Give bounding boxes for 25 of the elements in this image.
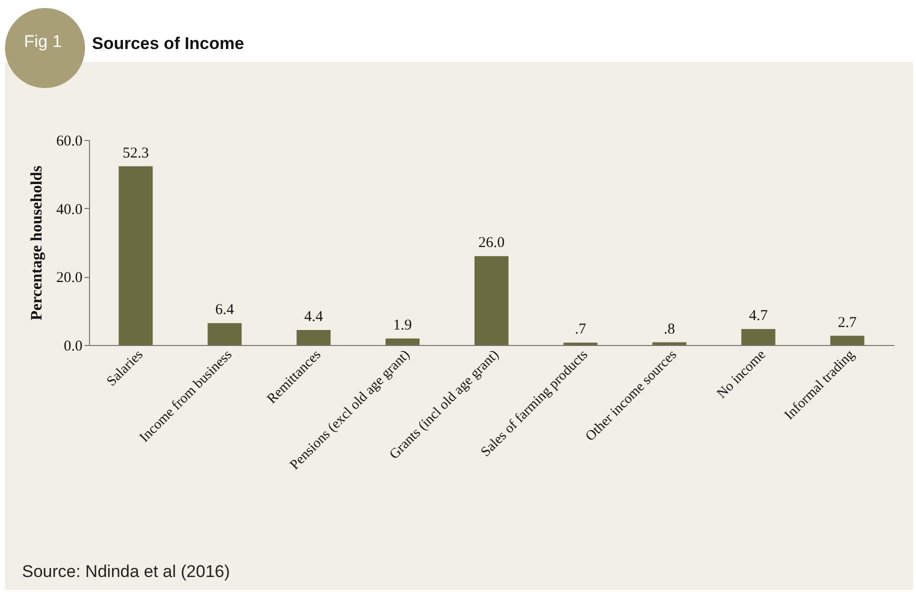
data-label: 4.7: [748, 308, 768, 324]
data-label: 26.0: [478, 235, 505, 252]
data-label: .8: [664, 321, 676, 338]
bar: [652, 342, 686, 345]
y-tick-label: 20.0: [56, 270, 82, 286]
data-label: 4.4: [304, 308, 324, 325]
bar: [386, 338, 420, 345]
data-label: 1.9: [393, 318, 412, 334]
source-note: Source: Ndinda et al (2016): [22, 562, 230, 582]
bar: [118, 166, 153, 345]
bar: [296, 330, 331, 345]
bar: [741, 328, 776, 345]
y-tick-label: 60.0: [56, 134, 82, 150]
data-label: 52.3: [122, 145, 149, 162]
data-label: .7: [574, 322, 587, 338]
data-label: 6.4: [215, 302, 235, 318]
y-tick-label: 0.0: [64, 338, 82, 354]
bar: [830, 336, 864, 345]
bar: [474, 256, 508, 345]
caption: Fig 1: [24, 32, 62, 52]
chart-title: Sources of Income: [92, 34, 244, 54]
data-label: 2.7: [838, 314, 858, 331]
bar: [208, 323, 242, 345]
y-tick-label: 40.0: [56, 202, 82, 218]
y-axis-title: Percentage households: [28, 166, 46, 320]
